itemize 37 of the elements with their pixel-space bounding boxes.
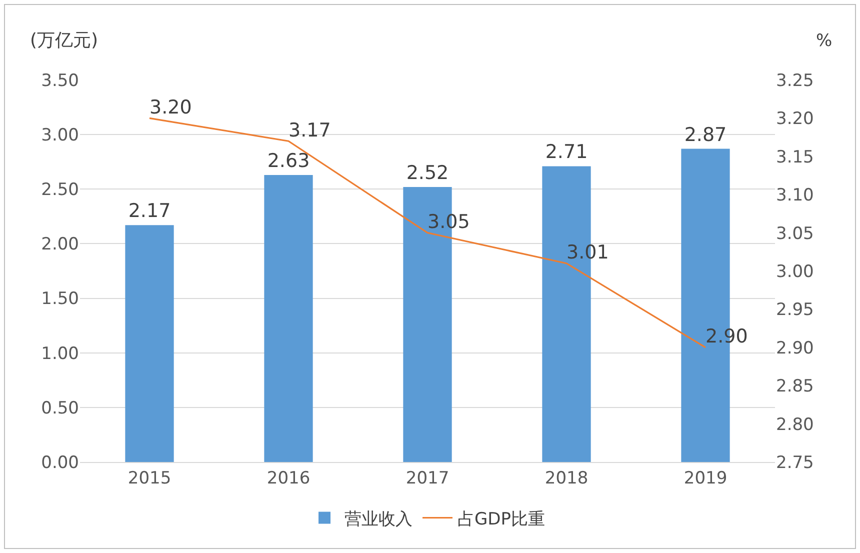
data-label: 2.71 <box>545 141 588 164</box>
y-axis-title: (万亿元) <box>30 30 98 51</box>
y2-axis-title: % <box>816 31 832 51</box>
y2-tick-label: 2.80 <box>776 414 814 435</box>
y-tick-label: 3.00 <box>41 126 79 146</box>
y2-tick-label: 3.25 <box>776 70 814 91</box>
y2-tick-label: 3.15 <box>776 147 814 168</box>
x-tick-label: 2015 <box>128 468 172 488</box>
y2-tick-label: 3.20 <box>776 109 814 130</box>
data-label: 3.20 <box>150 96 192 118</box>
bar <box>264 174 313 462</box>
data-label: 2.17 <box>128 200 171 222</box>
x-tick-label: 2019 <box>684 468 728 488</box>
y2-tick-label: 3.10 <box>776 186 814 206</box>
x-tick-label: 2017 <box>406 468 450 488</box>
y-tick-label: 3.50 <box>41 70 79 91</box>
bar <box>125 225 174 462</box>
data-label: 3.17 <box>288 119 331 142</box>
y-tick-label: 2.50 <box>41 180 79 200</box>
data-label: 2.52 <box>406 162 449 184</box>
y-tick-label: 0.50 <box>41 398 79 418</box>
y-tick-label: 1.00 <box>41 344 79 364</box>
y-tick-label: 0.00 <box>41 452 79 473</box>
data-label: 2.87 <box>684 124 727 146</box>
x-tick-label: 2016 <box>266 468 310 488</box>
legend-label: 营业收入 <box>344 509 412 530</box>
y2-tick-label: 2.85 <box>776 376 814 397</box>
y2-tick-label: 2.95 <box>776 300 814 320</box>
y2-tick-label: 3.05 <box>776 224 814 244</box>
y2-tick-label: 3.00 <box>776 262 814 282</box>
legend-label: 占GDP比重 <box>458 509 546 530</box>
data-label: 2.63 <box>267 150 310 172</box>
y-tick-label: 1.50 <box>41 289 79 310</box>
y2-tick-label: 2.75 <box>776 452 814 473</box>
x-tick-label: 2018 <box>544 468 588 488</box>
y2-tick-label: 2.90 <box>776 338 814 358</box>
y-tick-label: 2.00 <box>41 234 79 255</box>
